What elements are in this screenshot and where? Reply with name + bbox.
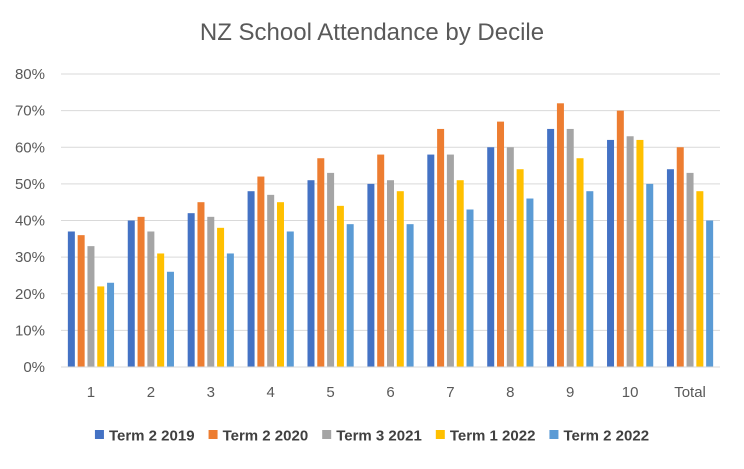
legend-swatch <box>435 430 445 439</box>
bar-term-3-2021-decile-7 <box>446 154 454 367</box>
chart-title: NZ School Attendance by Decile <box>200 19 544 46</box>
x-tick-label: 10 <box>622 384 639 401</box>
x-tick-label: 7 <box>446 384 454 401</box>
legend-item: Term 1 2022 <box>435 428 536 445</box>
bar-term-3-2021-decile-8 <box>506 147 514 367</box>
legend-label: Term 2 2019 <box>109 428 195 445</box>
bar-term-2-2020-decile-5 <box>317 158 325 367</box>
bar-term-1-2022-decile-7 <box>456 180 464 367</box>
bar-term-2-2020-decile-total <box>676 147 684 367</box>
bar-term-1-2022-decile-2 <box>157 253 165 367</box>
y-axis-ticks: 0% 10% 20% 30% 40% 50% 60% 70% 80% <box>15 66 45 376</box>
bar-term-2-2019-decile-9 <box>547 128 555 367</box>
bar-term-2-2022-decile-9 <box>586 191 594 367</box>
y-tick-label: 20% <box>15 286 45 303</box>
legend-swatch <box>322 430 332 439</box>
bar-term-2-2022-decile-6 <box>406 224 414 367</box>
bar-term-1-2022-decile-6 <box>396 191 404 367</box>
legend-swatch <box>549 430 559 439</box>
legend: Term 2 2019 Term 2 2020 Term 3 2021 Term 1 … <box>94 428 649 445</box>
bar-term-2-2020-decile-6 <box>377 154 385 367</box>
bars <box>67 103 714 368</box>
bar-term-1-2022-decile-total <box>696 191 704 367</box>
bar-term-3-2021-decile-3 <box>207 216 215 367</box>
x-tick-label: 6 <box>386 384 394 401</box>
x-tick-label: 5 <box>326 384 334 401</box>
bar-term-2-2020-decile-1 <box>77 235 85 367</box>
bar-term-2-2019-decile-total <box>666 169 674 367</box>
bar-term-2-2019-decile-2 <box>127 220 135 367</box>
bar-term-2-2022-decile-7 <box>466 209 474 367</box>
bar-term-1-2022-decile-3 <box>217 227 225 367</box>
bar-term-3-2021-decile-4 <box>267 194 275 367</box>
x-tick-label: 3 <box>207 384 215 401</box>
x-tick-label: 4 <box>267 384 275 401</box>
bar-term-3-2021-decile-9 <box>566 128 574 367</box>
bar-term-2-2020-decile-9 <box>556 103 564 368</box>
bar-term-3-2021-decile-10 <box>626 136 634 367</box>
bar-term-2-2019-decile-3 <box>187 213 195 367</box>
x-tick-label: 1 <box>87 384 95 401</box>
legend-label: Term 1 2022 <box>450 428 536 445</box>
x-axis-ticks: 1 2 3 4 5 6 7 8 9 10 Total <box>87 384 706 401</box>
bar-term-2-2020-decile-4 <box>257 176 265 367</box>
legend-item: Term 2 2020 <box>208 428 309 445</box>
legend-item: Term 2 2019 <box>94 428 195 445</box>
bar-term-2-2019-decile-6 <box>367 183 375 367</box>
bar-term-2-2019-decile-7 <box>427 154 435 367</box>
bar-term-2-2022-decile-1 <box>107 282 115 367</box>
bar-term-2-2022-decile-3 <box>226 253 234 367</box>
x-tick-label: Total <box>674 384 706 401</box>
y-tick-label: 80% <box>15 66 45 83</box>
y-tick-label: 10% <box>15 322 45 339</box>
y-tick-label: 0% <box>23 359 45 376</box>
bar-term-2-2019-decile-1 <box>67 231 75 367</box>
bar-term-1-2022-decile-9 <box>576 158 584 367</box>
bar-term-1-2022-decile-4 <box>276 202 284 367</box>
bar-term-2-2020-decile-7 <box>437 128 445 367</box>
y-tick-label: 30% <box>15 249 45 266</box>
x-tick-label: 8 <box>506 384 514 401</box>
legend-label: Term 3 2021 <box>336 428 422 445</box>
bar-term-3-2021-decile-6 <box>387 180 394 367</box>
bar-term-3-2021-decile-total <box>686 172 694 367</box>
x-tick-label: 2 <box>147 384 155 401</box>
bar-term-1-2022-decile-10 <box>636 139 644 367</box>
y-tick-label: 50% <box>15 176 45 193</box>
bar-term-1-2022-decile-1 <box>97 286 105 367</box>
x-tick-label: 9 <box>566 384 574 401</box>
bar-term-1-2022-decile-5 <box>336 205 344 367</box>
y-tick-label: 60% <box>15 139 45 156</box>
bar-term-2-2019-decile-10 <box>607 139 615 367</box>
bar-term-2-2020-decile-10 <box>616 110 624 367</box>
bar-term-3-2021-decile-1 <box>87 246 95 367</box>
y-tick-label: 40% <box>15 213 45 230</box>
legend-item: Term 3 2021 <box>322 428 422 445</box>
bar-term-2-2022-decile-5 <box>346 224 354 367</box>
legend-swatch <box>208 430 218 439</box>
y-tick-label: 70% <box>15 103 45 120</box>
bar-term-2-2022-decile-8 <box>526 198 534 367</box>
bar-term-2-2020-decile-3 <box>197 202 205 367</box>
bar-term-2-2020-decile-8 <box>497 121 505 367</box>
bar-term-2-2022-decile-2 <box>166 271 174 367</box>
bar-term-2-2020-decile-2 <box>137 216 145 367</box>
legend-swatch <box>94 430 104 439</box>
bar-term-3-2021-decile-2 <box>147 231 155 367</box>
bar-term-2-2019-decile-5 <box>307 180 315 367</box>
bar-term-2-2022-decile-4 <box>286 231 294 367</box>
bar-term-2-2022-decile-10 <box>646 183 654 367</box>
bar-term-2-2019-decile-4 <box>247 191 255 367</box>
bar-term-2-2019-decile-8 <box>487 147 495 367</box>
bar-term-1-2022-decile-8 <box>516 169 524 367</box>
legend-label: Term 2 2022 <box>563 428 649 445</box>
legend-item: Term 2 2022 <box>549 428 649 445</box>
legend-label: Term 2 2020 <box>223 428 309 445</box>
bar-term-3-2021-decile-5 <box>327 172 335 367</box>
bar-term-2-2022-decile-total <box>706 220 714 367</box>
